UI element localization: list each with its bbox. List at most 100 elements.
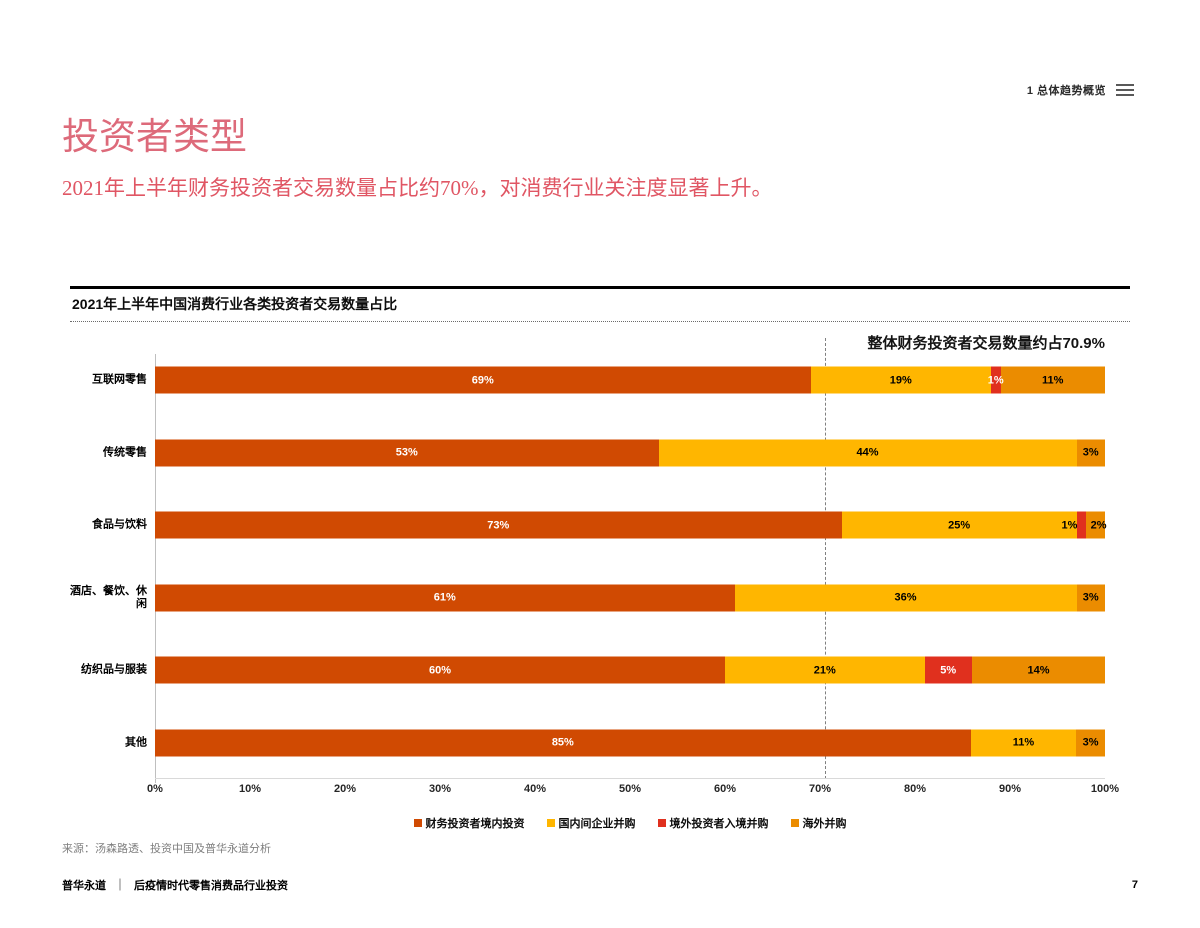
legend-label: 境外投资者入境并购	[669, 818, 769, 830]
segment-label: 1%	[1061, 519, 1078, 532]
chart-row: 食品与饮料 73% 25% 1% 2%	[92, 489, 1107, 562]
footer-doc-title: 后疫情时代零售消费品行业投资	[134, 879, 289, 892]
category-label: 其他	[125, 736, 147, 749]
segment-label: 11%	[1012, 736, 1035, 749]
category-label: 酒店、餐饮、休闲	[70, 584, 147, 610]
legend-item: 国内间企业并购	[546, 815, 636, 831]
plot-area: 整体财务投资者交易数量约占70.9% 互联网零售 69% 19% 1% 11% 传统零售 5…	[70, 335, 1107, 783]
y-axis-line	[155, 354, 156, 783]
x-tick-label: 40%	[523, 783, 547, 795]
x-axis-line	[155, 778, 1105, 779]
x-tick-label: 20%	[333, 783, 357, 795]
segment-label: 21%	[813, 664, 836, 677]
plot-rows: 互联网零售 69% 19% 1% 11% 传统零售 53% 44% 3% 食品与饮料 73% 25% 1…	[70, 344, 1107, 780]
chart-row: 其他 85% 11% 3%	[125, 707, 1105, 780]
segment-label: 19%	[889, 374, 912, 387]
category-label: 传统零售	[103, 446, 147, 459]
x-tick-label: 70%	[808, 783, 832, 795]
segment-label: 61%	[433, 591, 456, 604]
legend-swatch-icon	[657, 819, 666, 827]
bar-segment: 5%	[924, 656, 972, 684]
segment-label: 36%	[894, 591, 917, 604]
bar-segment: 44%	[658, 439, 1077, 467]
x-tick-label: 100%	[1090, 783, 1120, 795]
legend-swatch-icon	[790, 819, 799, 827]
legend-item: 财务投资者境内投资	[413, 815, 525, 831]
footer-brand: 普华永道	[62, 879, 106, 892]
bar-segment: 36%	[734, 584, 1077, 612]
legend-label: 海外并购	[802, 818, 847, 830]
legend-label: 财务投资者境内投资	[425, 818, 525, 830]
stacked-bar: 73% 25% 1% 2%	[155, 511, 1107, 539]
legend-item: 境外投资者入境并购	[657, 815, 769, 831]
chart-card: 2021年上半年中国消费行业各类投资者交易数量占比 整体财务投资者交易数量约占7…	[70, 286, 1130, 831]
footer-separator: ｜	[114, 878, 127, 892]
chart-row: 互联网零售 69% 19% 1% 11%	[92, 344, 1105, 417]
stacked-bar: 53% 44% 3%	[155, 439, 1105, 467]
segment-label: 1%	[987, 374, 1004, 387]
bar-segment: 85%	[155, 729, 971, 757]
chart-annotation: 整体财务投资者交易数量约占70.9%	[867, 335, 1105, 352]
bar-segment: 73%	[155, 511, 842, 539]
segment-label: 14%	[1027, 664, 1050, 677]
category-label: 食品与饮料	[92, 518, 147, 531]
bar-segment: 60%	[155, 656, 725, 684]
legend: 财务投资者境内投资 国内间企业并购 境外投资者入境并购 海外并购	[155, 815, 1105, 831]
segment-label: 73%	[487, 519, 510, 532]
bar-segment: 3%	[1076, 584, 1105, 612]
page-number: 7	[1131, 878, 1138, 891]
stacked-bar: 69% 19% 1% 11%	[155, 366, 1105, 394]
stacked-bar: 60% 21% 5% 14%	[155, 656, 1105, 684]
bar-segment: 2%	[1086, 511, 1107, 539]
legend-swatch-icon	[546, 819, 555, 827]
segment-label: 5%	[940, 664, 957, 677]
page-subtitle: 2021年上半年财务投资者交易数量占比约70%，对消费行业关注度显著上升。	[62, 176, 773, 200]
segment-label: 53%	[395, 446, 418, 459]
segment-label: 69%	[471, 374, 494, 387]
bar-segment: 53%	[155, 439, 659, 467]
segment-label: 3%	[1082, 591, 1099, 604]
chart-row: 纺织品与服装 60% 21% 5% 14%	[81, 634, 1105, 707]
bar-segment: 25%	[841, 511, 1077, 539]
hamburger-menu-icon[interactable]	[1116, 84, 1134, 96]
x-tick-label: 50%	[618, 783, 642, 795]
x-tick-label: 90%	[998, 783, 1022, 795]
x-tick-label: 0%	[147, 783, 163, 795]
bar-segment: 69%	[155, 366, 811, 394]
chart-body: 整体财务投资者交易数量约占70.9% 互联网零售 69% 19% 1% 11% 传统零售 5…	[70, 335, 1130, 831]
x-axis: 0% 10% 20% 30% 40% 50% 60% 70% 80% 90% 100%	[147, 783, 1119, 803]
segment-label: 11%	[1042, 374, 1064, 387]
section-label: 1 总体趋势概览	[1026, 85, 1106, 97]
bar-segment: 14%	[972, 656, 1105, 684]
bar-segment: 19%	[810, 366, 991, 394]
segment-label: 3%	[1082, 446, 1099, 459]
footer: 普华永道 ｜ 后疫情时代零售消费品行业投资 7	[62, 876, 1138, 893]
chart-row: 酒店、餐饮、休闲 61% 36% 3%	[70, 562, 1105, 635]
segment-label: 3%	[1082, 736, 1099, 749]
segment-label: 44%	[856, 446, 879, 459]
bar-segment: 1%	[987, 366, 1004, 394]
source-note: 来源：汤森路透、投资中国及普华永道分析	[62, 843, 271, 855]
bar-segment: 3%	[1076, 439, 1105, 467]
chart-row: 传统零售 53% 44% 3%	[103, 417, 1105, 490]
x-tick-label: 80%	[903, 783, 927, 795]
bar-segment: 3%	[1076, 729, 1105, 757]
bar-segment: 1%	[1062, 511, 1087, 539]
bar-segment: 11%	[970, 729, 1077, 757]
chart-title: 2021年上半年中国消费行业各类投资者交易数量占比	[72, 296, 398, 312]
x-tick-label: 10%	[238, 783, 262, 795]
topbar: 1 总体趋势概览	[1027, 82, 1134, 98]
category-label: 互联网零售	[92, 373, 147, 386]
segment-label: 85%	[551, 736, 574, 749]
reference-line	[824, 338, 826, 779]
stacked-bar: 85% 11% 3%	[155, 729, 1105, 757]
category-label: 纺织品与服装	[81, 663, 147, 676]
x-tick-label: 60%	[713, 783, 737, 795]
stacked-bar: 61% 36% 3%	[155, 584, 1105, 612]
x-tick-label: 30%	[428, 783, 452, 795]
bar-segment: 61%	[155, 584, 735, 612]
segment-label: 25%	[948, 519, 971, 532]
legend-label: 国内间企业并购	[558, 818, 636, 830]
page-title: 投资者类型	[62, 117, 247, 158]
